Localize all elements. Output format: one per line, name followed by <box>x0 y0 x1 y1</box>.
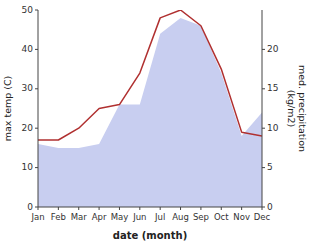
temperature-line <box>38 10 262 140</box>
y2-tick <box>262 88 265 89</box>
y-tick-label: 40 <box>22 44 34 54</box>
x-tick-label: Mar <box>71 212 88 222</box>
y2-tick <box>262 128 265 129</box>
y-tick-label: 30 <box>22 83 34 93</box>
x-tick <box>119 207 120 210</box>
y2-tick-label: 5 <box>267 162 273 172</box>
y2-tick-label: 0 <box>267 202 273 212</box>
y2-tick-label: 10 <box>267 123 279 133</box>
y2-tick <box>262 167 265 168</box>
y-tick-label: 0 <box>27 202 33 212</box>
x-tick-label: Oct <box>214 212 229 222</box>
y-axis-line <box>38 10 39 207</box>
y2-axis-label: med. precipitation(kg/m2) <box>286 65 308 152</box>
x-axis-line <box>38 207 262 208</box>
x-tick <box>38 207 39 210</box>
x-tick <box>262 207 263 210</box>
x-tick-label: Dec <box>254 212 271 222</box>
background <box>0 0 318 247</box>
y2-axis-line <box>262 10 263 207</box>
x-tick <box>180 207 181 210</box>
x-tick <box>200 207 201 210</box>
y2-tick <box>262 49 265 50</box>
y2-tick-label: 15 <box>267 83 278 93</box>
y-tick-label: 50 <box>22 5 34 15</box>
y-axis-label: max temp (C) <box>2 76 13 142</box>
y-tick <box>35 10 38 11</box>
x-axis-label: date (month) <box>113 230 187 241</box>
x-tick-label: Jul <box>154 212 165 222</box>
y2-axis-label-line: med. precipitation <box>297 65 308 152</box>
x-tick-label: Sep <box>193 212 209 222</box>
x-tick-label: May <box>111 212 129 222</box>
x-tick-label: Aug <box>172 212 189 222</box>
x-tick <box>139 207 140 210</box>
y-tick <box>35 88 38 89</box>
x-tick-label: Nov <box>233 212 250 222</box>
y-tick <box>35 128 38 129</box>
chart: 0 10 20 30 40 50 0 5 10 15 20 Jan Feb Mar Apr MayJun Jul… <box>0 0 318 247</box>
x-tick <box>221 207 222 210</box>
y-tick <box>35 167 38 168</box>
x-tick-label: Feb <box>51 212 66 222</box>
x-tick-label: Apr <box>92 212 107 222</box>
marks <box>38 10 262 207</box>
y-tick <box>35 49 38 50</box>
x-tick <box>99 207 100 210</box>
x-tick-label: Jan <box>30 212 44 222</box>
y-tick-label: 10 <box>22 162 34 172</box>
x-tick <box>58 207 59 210</box>
x-tick <box>160 207 161 210</box>
y2-tick-label: 20 <box>267 44 279 54</box>
y-tick-label: 20 <box>22 123 34 133</box>
x-tick <box>241 207 242 210</box>
x-tick-label: Jun <box>132 212 146 222</box>
x-tick <box>78 207 79 210</box>
y2-axis-label-line: (kg/m2) <box>286 90 297 127</box>
